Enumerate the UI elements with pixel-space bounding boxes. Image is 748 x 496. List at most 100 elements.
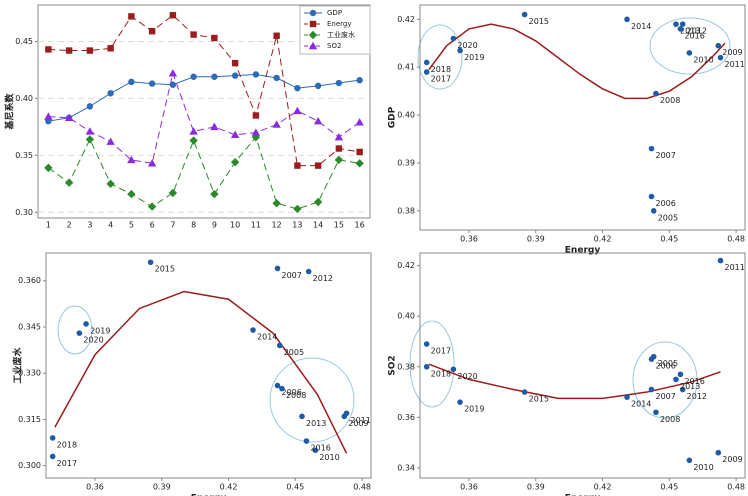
x-tick-label: 9 — [212, 221, 217, 230]
marker — [294, 84, 301, 92]
panel-gini-lines: 0.300.350.400.451 2 3 4 5 6 7 8 9 10 11 12 13 14 15 16基… — [4, 4, 371, 230]
x-tick-label: 0.42 — [594, 483, 612, 492]
point — [303, 438, 310, 444]
point-label: 2014 — [631, 22, 651, 31]
marker — [335, 79, 343, 87]
x-tick-label: 5 — [129, 221, 134, 230]
marker — [356, 148, 363, 156]
point-label: 2012 — [687, 27, 707, 36]
y-axis-label: 基尼系数 — [4, 93, 16, 131]
point-label: 2010 — [319, 453, 339, 462]
point-label: 2008 — [286, 391, 306, 400]
y-tick-label: 0.41 — [397, 63, 415, 72]
point-label: 2019 — [464, 405, 484, 414]
panel-water-energy: 0.300 0.315 0.330 0.345 0.360 0.36 0.39 0.42 0.4… — [12, 252, 372, 496]
x-tick-label: 0.48 — [353, 483, 371, 492]
marker — [252, 71, 260, 78]
marker — [64, 113, 74, 121]
marker — [273, 74, 280, 82]
x-tick-label: 3 — [87, 221, 92, 230]
x-tick-label: 16 — [355, 221, 365, 230]
x-tick-label: 0.48 — [727, 483, 745, 492]
point-label: 2020 — [457, 41, 477, 50]
marker — [169, 12, 177, 19]
point — [423, 363, 430, 370]
point — [648, 145, 655, 152]
marker — [127, 189, 136, 199]
point — [450, 35, 457, 42]
point — [653, 90, 659, 97]
marker — [190, 73, 197, 80]
panel-so2-energy: 0.34 0.36 0.38 0.40 0.42 0.36 0.39 0.42 0.45 0.48… — [388, 252, 746, 496]
point — [450, 366, 457, 373]
point — [423, 69, 430, 75]
marker — [127, 155, 136, 164]
x-axis-label: Energy — [191, 494, 227, 496]
legend-label: 工业废水 — [327, 30, 355, 39]
point — [521, 389, 528, 395]
x-tick-label: 14 — [313, 221, 323, 230]
y-tick-label: 0.360 — [18, 276, 41, 285]
x-tick-label: 0.36 — [86, 483, 104, 492]
marker — [230, 157, 240, 167]
cluster-ellipse — [649, 17, 731, 75]
y-tick-label: 0.39 — [397, 158, 415, 167]
x-tick-label: 0.39 — [153, 483, 171, 492]
marker — [44, 112, 53, 120]
y-tick-label: 0.315 — [18, 415, 41, 424]
point — [648, 193, 655, 200]
point-label: 2019 — [90, 326, 110, 335]
point — [650, 208, 657, 214]
point-label: 2012 — [313, 274, 333, 283]
marker — [107, 90, 114, 97]
marker — [273, 32, 280, 39]
point — [686, 457, 693, 464]
x-tick-label: 6 — [150, 221, 155, 230]
series-line — [48, 73, 360, 122]
marker — [309, 20, 317, 28]
x-tick-label: 15 — [334, 221, 344, 230]
point — [147, 259, 154, 266]
marker — [107, 45, 114, 52]
x-tick-label: 0.36 — [460, 483, 478, 492]
marker — [148, 27, 156, 35]
point-label: 2014 — [257, 333, 277, 342]
marker — [251, 128, 261, 136]
point — [673, 376, 679, 383]
point-label: 2008 — [660, 415, 680, 424]
y-tick-label: 0.300 — [18, 461, 41, 470]
trend-line — [54, 290, 348, 454]
marker — [293, 204, 302, 214]
marker — [335, 145, 343, 152]
marker — [190, 31, 197, 38]
marker — [168, 69, 178, 77]
point-label: 2020 — [83, 336, 103, 345]
point — [717, 257, 724, 264]
point — [715, 449, 722, 456]
point-label: 2009 — [348, 419, 368, 428]
point-label: 2009 — [722, 455, 742, 464]
point-label: 2009 — [722, 48, 742, 57]
point-label: 2013 — [306, 419, 326, 428]
x-tick-label: 0.45 — [286, 483, 304, 492]
point-label: 2015 — [529, 395, 549, 404]
point — [677, 26, 684, 32]
point — [76, 330, 83, 336]
marker — [210, 122, 219, 131]
marker — [308, 30, 318, 40]
point-label: 2006 — [656, 362, 676, 371]
marker — [314, 162, 322, 169]
marker — [189, 127, 198, 135]
x-tick-label: 1 — [46, 221, 51, 230]
y-axis-label: 工业废水 — [12, 347, 24, 384]
x-tick-label: 7 — [170, 221, 175, 230]
y-tick-label: 0.30 — [15, 208, 33, 217]
point-label: 2008 — [660, 96, 680, 105]
marker — [314, 82, 322, 90]
plot-frame — [45, 252, 372, 479]
point-label: 2007 — [282, 271, 302, 280]
point-label: 2006 — [282, 388, 302, 397]
point — [83, 321, 89, 327]
point — [457, 399, 463, 405]
